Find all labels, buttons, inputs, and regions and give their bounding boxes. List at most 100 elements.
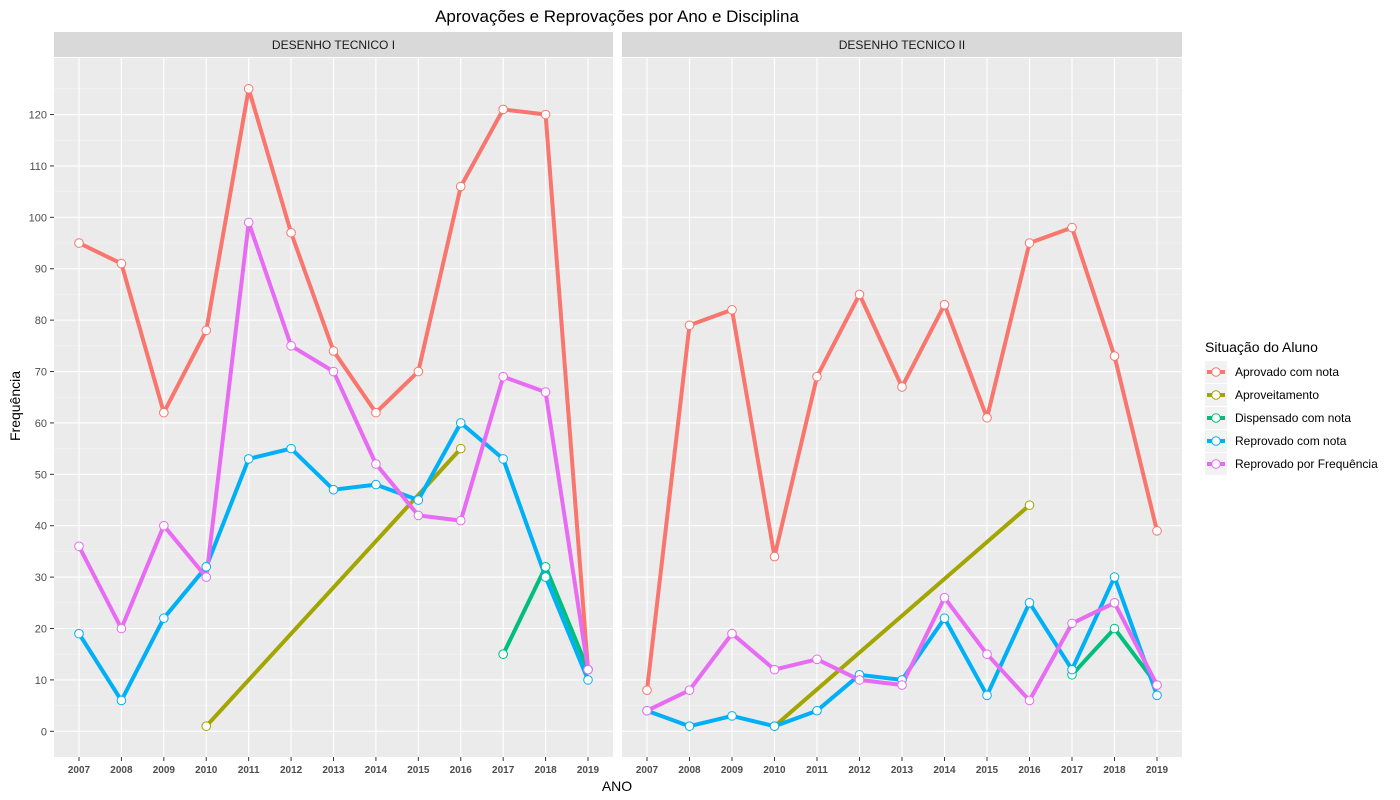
legend-item: Aprovado com nota <box>1205 361 1339 383</box>
x-tick-label: 2011 <box>806 765 828 776</box>
legend-item: Reprovado com nota <box>1205 430 1347 452</box>
x-tick-label: 2016 <box>1018 765 1041 776</box>
data-point <box>159 520 169 531</box>
x-tick-label: 2008 <box>678 765 701 776</box>
data-point <box>769 721 780 731</box>
data-point <box>498 649 508 660</box>
data-point <box>540 562 551 572</box>
data-point <box>243 84 254 94</box>
x-tick-label: 2019 <box>577 765 600 776</box>
x-tick-label: 2018 <box>1103 765 1126 776</box>
y-tick-label: 20 <box>35 624 47 636</box>
data-point <box>498 104 508 115</box>
data-point <box>413 366 424 377</box>
x-tick-label: 2011 <box>238 765 260 776</box>
data-point <box>1024 598 1035 608</box>
data-point <box>1109 598 1120 608</box>
data-point <box>74 628 84 639</box>
data-point <box>1152 680 1162 690</box>
data-point <box>939 299 950 310</box>
x-tick-label: 2016 <box>450 765 473 776</box>
x-tick-label: 2015 <box>976 765 999 776</box>
data-point <box>583 675 593 685</box>
data-point <box>74 541 84 552</box>
data-point <box>939 592 950 603</box>
data-point <box>201 562 212 572</box>
facet-strip <box>54 32 613 57</box>
data-point <box>854 289 865 300</box>
legend-item: Dispensado com nota <box>1205 407 1351 429</box>
legend-item: Reprovado por Frequência <box>1205 453 1378 475</box>
x-tick-label: 2010 <box>763 765 786 776</box>
data-point <box>1024 238 1035 248</box>
data-point <box>769 551 780 562</box>
x-tick-label: 2009 <box>153 765 176 776</box>
data-point <box>413 510 424 521</box>
y-tick-label: 80 <box>35 315 47 327</box>
y-tick-label: 90 <box>35 264 47 276</box>
data-point <box>540 387 551 397</box>
data-point <box>1024 695 1035 706</box>
data-point <box>116 695 127 706</box>
chart-title: Aprovações e Reprovações por Ano e Disci… <box>435 7 799 26</box>
legend-key-point <box>1211 367 1221 377</box>
data-point <box>1067 222 1077 233</box>
data-point <box>328 346 339 356</box>
data-point <box>243 217 254 228</box>
panels-layer: DESENHO TECNICO I 0 10 20 30 40 50 60 70 80 90 100 1… <box>29 32 1182 776</box>
data-point <box>1109 351 1120 361</box>
x-tick-label: 2008 <box>110 765 133 776</box>
y-tick-label: 40 <box>35 521 47 533</box>
data-point <box>812 705 822 716</box>
legend-label: Reprovado com nota <box>1235 434 1347 448</box>
data-point <box>116 623 127 634</box>
legend-key-point <box>1211 436 1221 446</box>
data-point <box>1024 500 1035 510</box>
x-tick-label: 2013 <box>891 765 914 776</box>
x-tick-label: 2014 <box>933 765 956 776</box>
data-point <box>201 572 212 582</box>
series-line <box>204 446 463 729</box>
y-tick-label: 70 <box>35 367 47 379</box>
data-point <box>1109 623 1120 634</box>
data-point <box>727 711 737 721</box>
data-point <box>897 680 907 690</box>
data-point <box>498 454 508 464</box>
x-tick-label: 2017 <box>1061 765 1084 776</box>
data-point <box>642 685 652 695</box>
data-point <box>812 371 822 382</box>
legend-label: Reprovado por Frequência <box>1235 457 1378 471</box>
data-point <box>1067 618 1077 629</box>
data-point <box>455 181 466 192</box>
facet-strip-label: DESENHO TECNICO II <box>839 38 965 52</box>
legend-label: Aprovado com nota <box>1235 365 1339 379</box>
x-tick-label: 2018 <box>534 765 557 776</box>
data-point <box>897 382 907 392</box>
data-point <box>286 443 296 454</box>
data-point <box>1109 572 1120 582</box>
data-point <box>371 407 381 418</box>
x-tick-label: 2010 <box>195 765 218 776</box>
data-point <box>159 613 169 624</box>
data-point <box>328 366 339 377</box>
data-point <box>116 258 127 269</box>
data-point <box>159 407 169 418</box>
data-point <box>328 484 339 495</box>
data-point <box>939 613 950 624</box>
y-tick-label: 120 <box>29 110 47 122</box>
data-point <box>455 418 466 428</box>
x-tick-label: 2017 <box>492 765 515 776</box>
series-line <box>772 503 1032 729</box>
data-point <box>286 341 296 351</box>
data-point <box>982 412 992 423</box>
data-point <box>371 479 381 490</box>
data-point <box>286 227 296 238</box>
data-point <box>540 109 551 120</box>
data-point <box>854 675 865 685</box>
data-point <box>201 325 212 336</box>
data-point <box>642 705 652 716</box>
data-point <box>684 320 695 331</box>
x-tick-label: 2007 <box>636 765 659 776</box>
legend-title: Situação do Aluno <box>1205 339 1318 355</box>
